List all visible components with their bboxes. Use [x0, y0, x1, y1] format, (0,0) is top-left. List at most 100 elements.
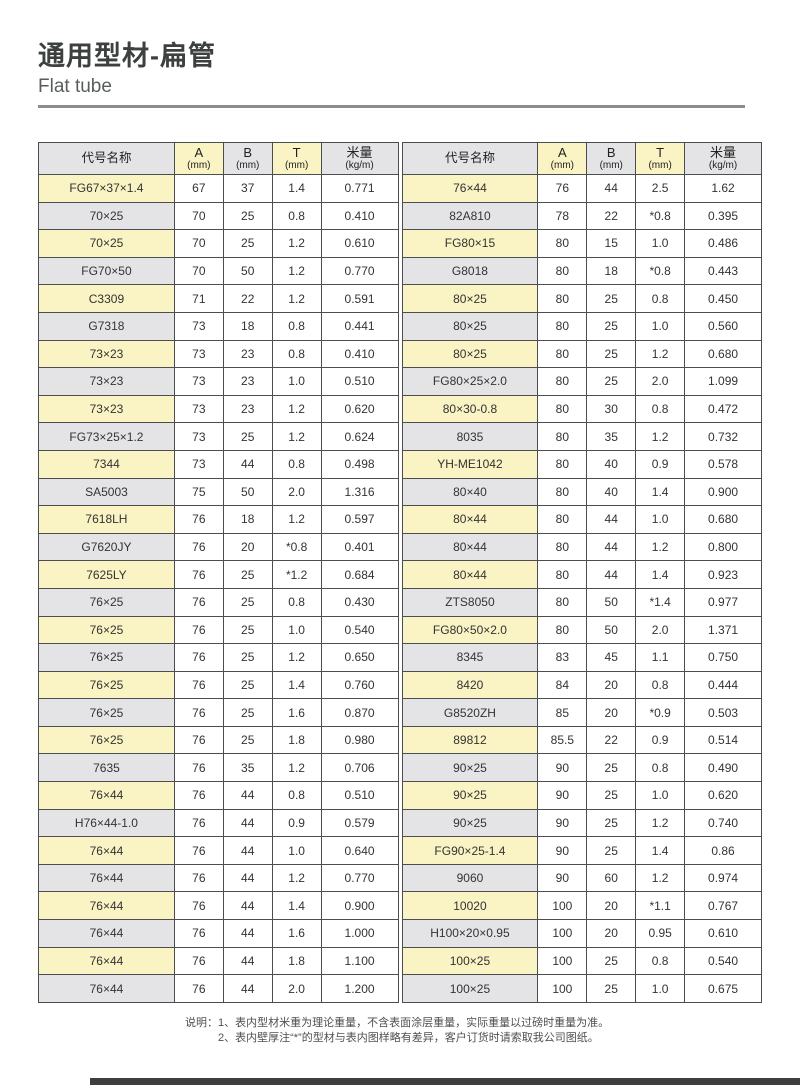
a-value-cell: 76 — [173, 808, 224, 838]
t-value-cell: 1.8 — [271, 725, 322, 755]
b-value-cell: 50 — [586, 587, 637, 617]
b-value-cell: 23 — [222, 339, 273, 369]
profile-name-cell: G7318 — [38, 311, 175, 341]
w-value-cell: 0.450 — [684, 284, 762, 313]
table-row: 76×44 76 44 1.2 0.770 — [38, 863, 399, 893]
a-value-cell: 73 — [173, 394, 224, 424]
a-value-cell: 90 — [537, 836, 588, 865]
t-value-cell: *1.2 — [271, 560, 322, 589]
profile-name-cell: 76×44 — [401, 174, 539, 203]
a-value-cell: 80 — [537, 339, 588, 369]
w-value-cell: 0.620 — [320, 394, 399, 424]
w-value-cell: 0.540 — [320, 615, 399, 645]
w-value-cell: 0.472 — [684, 394, 762, 424]
w-value-cell: 0.680 — [684, 339, 762, 369]
profile-name-cell: G8520ZH — [401, 698, 539, 727]
table-row: 76×44 76 44 1.6 1.000 — [38, 919, 399, 948]
a-value-cell: 73 — [173, 339, 224, 369]
t-value-cell: 1.2 — [271, 256, 322, 286]
profile-name-cell: C3309 — [38, 284, 175, 313]
b-value-cell: 25 — [586, 284, 637, 313]
a-value-cell: 80 — [537, 587, 588, 617]
w-value-cell: 0.760 — [320, 670, 399, 700]
profile-name-cell: 8035 — [401, 422, 539, 451]
t-value-cell: 1.2 — [271, 229, 322, 258]
table-row: 76×25 76 25 0.8 0.430 — [38, 587, 399, 617]
table-row: 80×25 80 25 0.8 0.450 — [401, 284, 762, 313]
w-value-cell: 0.800 — [684, 532, 762, 562]
table-row: SA5003 75 50 2.0 1.316 — [38, 477, 399, 507]
profile-name-cell: G8018 — [401, 256, 539, 286]
col-header-name: 代号名称 — [38, 142, 175, 175]
b-value-cell: 25 — [222, 229, 273, 258]
profile-name-cell: 80×25 — [401, 311, 539, 341]
w-value-cell: 1.100 — [320, 946, 399, 976]
profile-name-cell: 76×44 — [38, 891, 175, 921]
t-value-cell: 1.0 — [635, 781, 686, 810]
col-header-a: A (mm) — [173, 142, 224, 175]
profile-name-cell: FG80×15 — [401, 229, 539, 258]
col-header-a: A (mm) — [537, 142, 588, 175]
b-value-cell: 25 — [586, 808, 637, 838]
table-row: 90×25 90 25 1.2 0.740 — [401, 808, 762, 838]
w-value-cell: 0.443 — [684, 256, 762, 286]
profile-name-cell: 8345 — [401, 643, 539, 672]
w-value-cell: 0.597 — [320, 505, 399, 534]
w-value-cell: 0.767 — [684, 891, 762, 921]
profile-name-cell: 80×30-0.8 — [401, 394, 539, 424]
profile-name-cell: FG70×50 — [38, 256, 175, 286]
profile-name-cell: 7618LH — [38, 505, 175, 534]
w-value-cell: 0.684 — [320, 560, 399, 589]
b-value-cell: 25 — [586, 974, 637, 1003]
w-value-cell: 0.510 — [320, 367, 399, 396]
table-row: 76×25 76 25 1.8 0.980 — [38, 725, 399, 755]
b-value-cell: 25 — [222, 643, 273, 672]
table-row: FG70×50 70 50 1.2 0.770 — [38, 256, 399, 286]
a-value-cell: 76 — [173, 836, 224, 865]
t-value-cell: 1.4 — [635, 836, 686, 865]
t-value-cell: 1.6 — [271, 919, 322, 948]
profile-name-cell: 80×25 — [401, 339, 539, 369]
b-value-cell: 44 — [222, 974, 273, 1003]
b-value-cell: 50 — [586, 615, 637, 645]
table-row: H100×20×0.95 100 20 0.95 0.610 — [401, 919, 762, 948]
a-value-cell: 76 — [537, 174, 588, 203]
t-value-cell: 1.2 — [635, 532, 686, 562]
table-row: 73×23 73 23 1.2 0.620 — [38, 394, 399, 424]
profile-name-cell: 82A810 — [401, 201, 539, 231]
table-row: 90×25 90 25 1.0 0.620 — [401, 781, 762, 810]
t-value-cell: 1.2 — [271, 863, 322, 893]
w-value-cell: 1.62 — [684, 174, 762, 203]
t-value-cell: 2.5 — [635, 174, 686, 203]
a-value-cell: 80 — [537, 311, 588, 341]
a-value-cell: 85 — [537, 698, 588, 727]
b-value-cell: 25 — [222, 725, 273, 755]
a-value-cell: 90 — [537, 781, 588, 810]
table-row: G7318 73 18 0.8 0.441 — [38, 311, 399, 341]
t-value-cell: 0.8 — [271, 587, 322, 617]
profile-name-cell: 7635 — [38, 753, 175, 783]
table-row: 80×40 80 40 1.4 0.900 — [401, 477, 762, 507]
a-value-cell: 67 — [173, 174, 224, 203]
w-value-cell: 0.444 — [684, 670, 762, 700]
profile-name-cell: 89812 — [401, 725, 539, 755]
profile-name-cell: 73×23 — [38, 339, 175, 369]
profile-name-cell: SA5003 — [38, 477, 175, 507]
b-value-cell: 44 — [586, 532, 637, 562]
col-header-b: B (mm) — [586, 142, 637, 175]
t-value-cell: *0.9 — [635, 698, 686, 727]
w-value-cell: 0.510 — [320, 781, 399, 810]
table-row: 76×25 76 25 1.6 0.870 — [38, 698, 399, 727]
t-value-cell: 0.8 — [635, 394, 686, 424]
a-value-cell: 80 — [537, 394, 588, 424]
w-value-cell: 0.900 — [320, 891, 399, 921]
w-value-cell: 0.680 — [684, 505, 762, 534]
profile-name-cell: 73×23 — [38, 367, 175, 396]
a-value-cell: 75 — [173, 477, 224, 507]
profile-name-cell: H100×20×0.95 — [401, 919, 539, 948]
b-value-cell: 25 — [222, 587, 273, 617]
table-row: 7625LY 76 25 *1.2 0.684 — [38, 560, 399, 589]
b-value-cell: 20 — [222, 532, 273, 562]
t-value-cell: 0.8 — [271, 449, 322, 479]
a-value-cell: 83 — [537, 643, 588, 672]
